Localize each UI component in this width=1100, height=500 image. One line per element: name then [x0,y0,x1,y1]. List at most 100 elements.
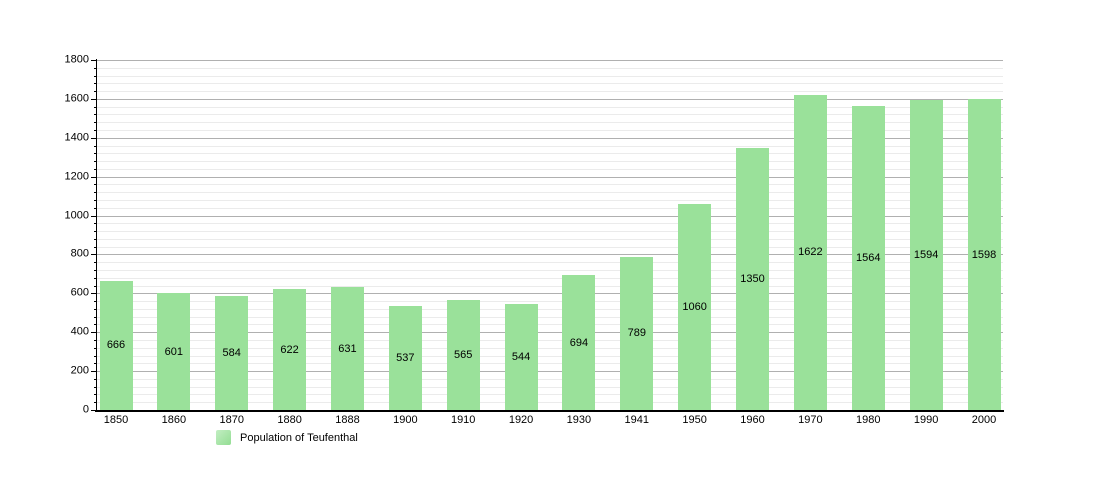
minor-gridline [97,238,1003,240]
y-axis-minor-tick [94,114,97,116]
y-axis-minor-tick [94,192,97,194]
minor-gridline [97,91,1003,93]
minor-gridline [97,130,1003,131]
y-axis-minor-tick [94,347,97,349]
bar-value-label: 537 [396,351,415,364]
minor-gridline [97,106,1003,108]
minor-gridline [97,301,1003,303]
y-axis-major-tick [91,371,97,373]
y-axis-tick-label: 200 [70,364,89,377]
y-axis-major-tick [91,254,97,256]
minor-gridline [97,270,1003,271]
x-axis-tick-label: 1920 [508,414,534,426]
y-axis-minor-tick [94,161,97,163]
minor-gridline [97,285,1003,287]
bar-value-label: 1350 [740,272,765,285]
x-axis-tick-label: 2000 [971,414,997,426]
bar-1941: 789 [620,256,654,410]
legend-label: Population of Teufenthal [240,431,358,444]
y-axis-minor-tick [94,75,97,77]
y-axis-minor-tick [94,378,97,380]
y-axis-minor-tick [94,184,97,186]
bar-1900: 537 [388,305,422,410]
bar-value-label: 544 [511,351,531,364]
minor-gridline [97,355,1003,357]
y-axis-minor-tick [94,223,97,225]
y-axis-minor-tick [94,340,97,341]
x-axis-tick-label: 1950 [682,414,707,426]
bar-value-label: 584 [222,347,241,360]
y-axis-tick-label: 1000 [64,209,89,222]
major-gridline [97,332,1003,334]
y-axis-minor-tick [94,122,97,124]
minor-gridline [97,207,1003,209]
y-axis-minor-tick [94,316,97,318]
y-axis-minor-tick [94,363,97,365]
bar-2000: 1598 [967,99,1001,410]
y-axis-minor-tick [94,285,97,287]
bar-value-label: 622 [280,343,299,356]
major-gridline [97,254,1003,256]
y-axis-minor-tick [94,324,97,326]
y-axis-minor-tick [94,262,97,264]
y-axis-minor-tick [94,67,97,69]
y-axis-major-tick [91,293,97,295]
y-axis-tick-label: 1600 [64,92,89,105]
y-axis-tick-label: 800 [70,247,89,260]
bar-1950: 1060 [678,203,712,410]
x-axis-tick-label: 1930 [566,414,592,426]
y-axis-minor-tick [94,301,97,303]
bar-1970: 1622 [793,94,827,410]
x-axis-tick-label: 1880 [277,414,302,426]
y-axis-minor-tick [94,145,97,147]
x-axis-tick-label: 1990 [913,414,939,426]
bar-1860: 601 [157,293,191,410]
minor-gridline [97,402,1003,404]
minor-gridline [97,386,1003,388]
minor-gridline [97,363,1003,365]
y-axis-minor-tick [94,238,97,240]
minor-gridline [97,347,1003,349]
x-axis-tick-label: 1980 [856,414,881,426]
y-axis-tick-label: 1400 [64,131,89,144]
minor-gridline [97,277,1003,279]
y-axis-minor-tick [94,308,97,310]
y-axis-minor-tick [94,83,97,85]
minor-gridline [97,168,1003,170]
minor-gridline [97,231,1003,233]
bar-value-label: 1622 [798,246,823,259]
bar-value-label: 789 [627,327,646,340]
y-axis-major-tick [91,60,97,61]
x-axis-line [95,410,1004,412]
major-gridline [97,98,1003,100]
bar-1930: 694 [562,275,596,410]
y-axis-minor-tick [94,200,97,201]
minor-gridline [97,184,1003,186]
y-axis-line [96,59,97,412]
minor-gridline [97,122,1003,124]
x-axis-tick-label: 1960 [740,414,765,426]
y-axis-minor-tick [94,168,97,170]
legend-swatch-icon [216,430,231,445]
y-axis-tick-label: 600 [70,286,89,299]
y-axis-minor-tick [94,402,97,404]
major-gridline [97,215,1003,217]
y-axis-minor-tick [94,130,97,131]
x-axis-tick-label: 1888 [335,414,360,426]
minor-gridline [97,114,1003,116]
x-axis-tick-label: 1850 [103,414,129,426]
major-gridline [97,176,1003,178]
bar-value-label: 1564 [856,251,881,264]
bar-1980: 1564 [851,105,885,410]
y-axis-tick-label: 0 [82,403,89,416]
major-gridline [97,60,1003,61]
y-axis-minor-tick [94,386,97,388]
minor-gridline [97,316,1003,318]
x-axis-tick-label: 1970 [798,414,823,426]
y-axis-major-tick [91,98,97,100]
minor-gridline [97,308,1003,310]
x-axis-tick-label: 1870 [219,414,244,426]
minor-gridline [97,192,1003,194]
minor-gridline [97,75,1003,77]
bar-value-label: 1594 [913,249,939,262]
